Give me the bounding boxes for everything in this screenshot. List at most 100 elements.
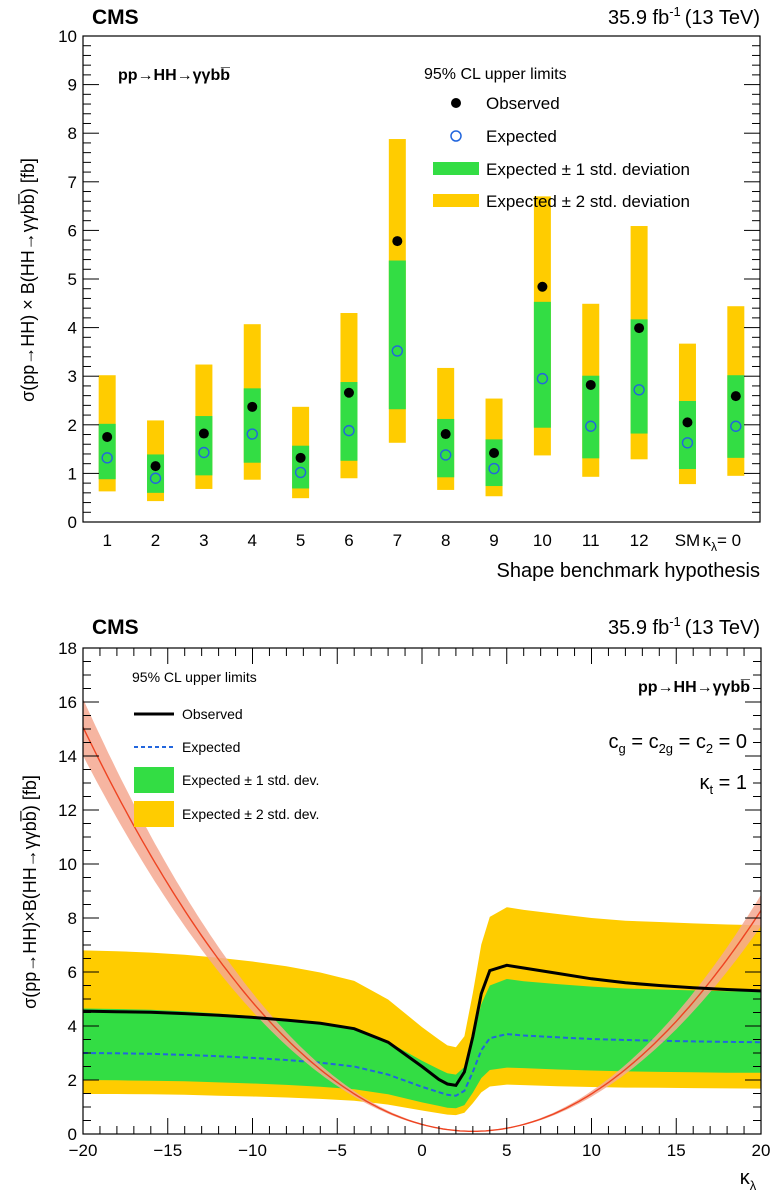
- top-legend-expected: Expected: [486, 127, 557, 146]
- top-observed-point: [537, 281, 548, 292]
- top-legend-band2: Expected ± 2 std. deviation: [486, 192, 690, 211]
- top-band1-bar: [582, 375, 600, 459]
- top-expected-point: [439, 449, 452, 461]
- top-y-tick-label: 6: [68, 221, 77, 240]
- top-band1-bar: [437, 418, 455, 478]
- top-y-tick-label: 8: [68, 124, 77, 143]
- top-observed-point: [392, 236, 403, 247]
- top-x-tick-label: SM: [675, 531, 701, 550]
- bottom-chart-marks: [83, 698, 761, 1132]
- top-expected-point: [391, 345, 404, 357]
- top-x-tick-label: 7: [393, 531, 402, 550]
- bottom-y-tick-label: 16: [58, 693, 77, 712]
- top-expected-point: [198, 446, 210, 459]
- bottom-band1: [83, 979, 761, 1109]
- top-band1-bar: [630, 319, 648, 434]
- top-x-tick-label: 4: [248, 531, 257, 550]
- top-legend-band2-swatch: [433, 194, 479, 207]
- top-y-tick-label: 4: [68, 319, 77, 338]
- top-band1-bar: [195, 416, 213, 476]
- top-legend: 95% CL upper limits Observed Expected Ex…: [424, 66, 690, 211]
- top-y-tick-label: 0: [68, 513, 77, 532]
- top-band1-bar: [340, 382, 358, 461]
- bottom-lumi-label: 35.9 fb-1 (13 TeV): [608, 614, 760, 639]
- top-lumi-label: 35.9 fb-1 (13 TeV): [608, 4, 760, 29]
- top-observed-point: [343, 387, 354, 398]
- top-legend-band1: Expected ± 1 std. deviation: [486, 160, 690, 179]
- top-expected-point: [730, 420, 742, 432]
- bottom-legend-band1: Expected ± 1 std. dev.: [182, 772, 319, 788]
- top-observed-point: [247, 401, 258, 412]
- bottom-legend: 95% CL upper limits Observed Expected Ex…: [132, 669, 319, 827]
- top-y-tick-label: 2: [68, 416, 77, 435]
- bottom-legend-band1-swatch: [134, 767, 174, 793]
- bottom-y-tick-label: 0: [68, 1125, 77, 1144]
- bottom-y-tick-label: 6: [68, 963, 77, 982]
- top-expected-point: [633, 384, 645, 396]
- top-band1-bar: [485, 439, 503, 487]
- top-expected-point: [101, 452, 113, 464]
- top-legend-band1-swatch: [433, 162, 479, 175]
- top-process-label: pp→HH→γγbb̅: [118, 66, 231, 84]
- top-observed-point: [150, 461, 161, 472]
- top-expected-point: [585, 420, 597, 432]
- top-y-tick-label: 9: [68, 76, 77, 95]
- bottom-y-tick-label: 4: [68, 1017, 77, 1036]
- bottom-y-tick-label: 10: [58, 855, 77, 874]
- top-expected-point: [488, 462, 500, 475]
- top-x-tick-label: κλ= 0: [703, 531, 742, 554]
- top-x-tick-label: 8: [441, 531, 450, 550]
- bottom-x-axis-label: κλ: [740, 1167, 757, 1193]
- bottom-kt-label: κt = 1: [699, 772, 747, 797]
- top-legend-expected-marker: [450, 130, 462, 142]
- top-experiment-label: CMS: [92, 6, 139, 29]
- top-y-tick-label: 1: [68, 464, 77, 483]
- bottom-x-tick-label: −5: [328, 1141, 347, 1160]
- top-observed-point: [198, 428, 209, 439]
- bottom-observed-line: [83, 963, 761, 1088]
- bottom-legend-title: 95% CL upper limits: [132, 669, 257, 685]
- bottom-x-tick-label: 5: [502, 1141, 511, 1160]
- bottom-chart: 0 2 4 6 8 10 12 14 16 18 −20 −15 −10 −5 0 5 10 15 20 CMS 3…: [20, 614, 770, 1193]
- top-observed-point: [730, 391, 741, 402]
- top-x-tick-label: 3: [199, 531, 208, 550]
- top-x-tick-label: 10: [533, 531, 552, 550]
- top-x-tick-label: 5: [296, 531, 305, 550]
- bottom-legend-observed: Observed: [182, 706, 243, 722]
- top-observed-point: [102, 431, 113, 442]
- top-y-tick-label: 7: [68, 173, 77, 192]
- bottom-legend-expected: Expected: [182, 739, 240, 755]
- top-band1-bar: [243, 388, 261, 463]
- top-expected-point: [149, 472, 162, 484]
- bottom-y-tick-label: 2: [68, 1071, 77, 1090]
- bottom-couplings-label: cg = c2g = c2 = 0: [609, 731, 747, 756]
- top-band1-bar: [727, 375, 745, 458]
- top-band1-bar: [533, 301, 551, 428]
- top-observed-point: [634, 323, 645, 334]
- top-y-tick-label: 3: [68, 367, 77, 386]
- bottom-x-tick-label: 10: [582, 1141, 601, 1160]
- bottom-expected-line: [83, 1033, 761, 1097]
- bottom-process-label: pp→HH→γγbb̅: [638, 678, 751, 696]
- top-x-tick-label: 1: [102, 531, 111, 550]
- bottom-experiment-label: CMS: [92, 616, 139, 639]
- top-plot-frame: [82, 35, 761, 523]
- bottom-legend-band2-swatch: [134, 801, 174, 827]
- bottom-x-tick-label: 0: [417, 1141, 426, 1160]
- bottom-y-tick-label: 18: [58, 639, 77, 658]
- top-x-tick-label: 2: [151, 531, 160, 550]
- bottom-y-tick-label: 8: [68, 909, 77, 928]
- top-y-axis-label: σ(pp→HH) × B(HH→γγbb̅) [fb]: [18, 158, 38, 402]
- top-expected-point: [294, 466, 307, 479]
- top-observed-point: [295, 452, 306, 463]
- top-x-tick-label: 12: [630, 531, 649, 550]
- bottom-x-tick-label: −20: [69, 1141, 98, 1160]
- top-legend-observed-marker: [451, 98, 461, 108]
- bottom-y-tick-label: 12: [58, 801, 77, 820]
- top-observed-point: [489, 447, 500, 458]
- top-x-axis-label: Shape benchmark hypothesis: [497, 560, 761, 582]
- bottom-axes: 0 2 4 6 8 10 12 14 16 18 −20 −15 −10 −5 0 5 10 15 20: [58, 639, 770, 1160]
